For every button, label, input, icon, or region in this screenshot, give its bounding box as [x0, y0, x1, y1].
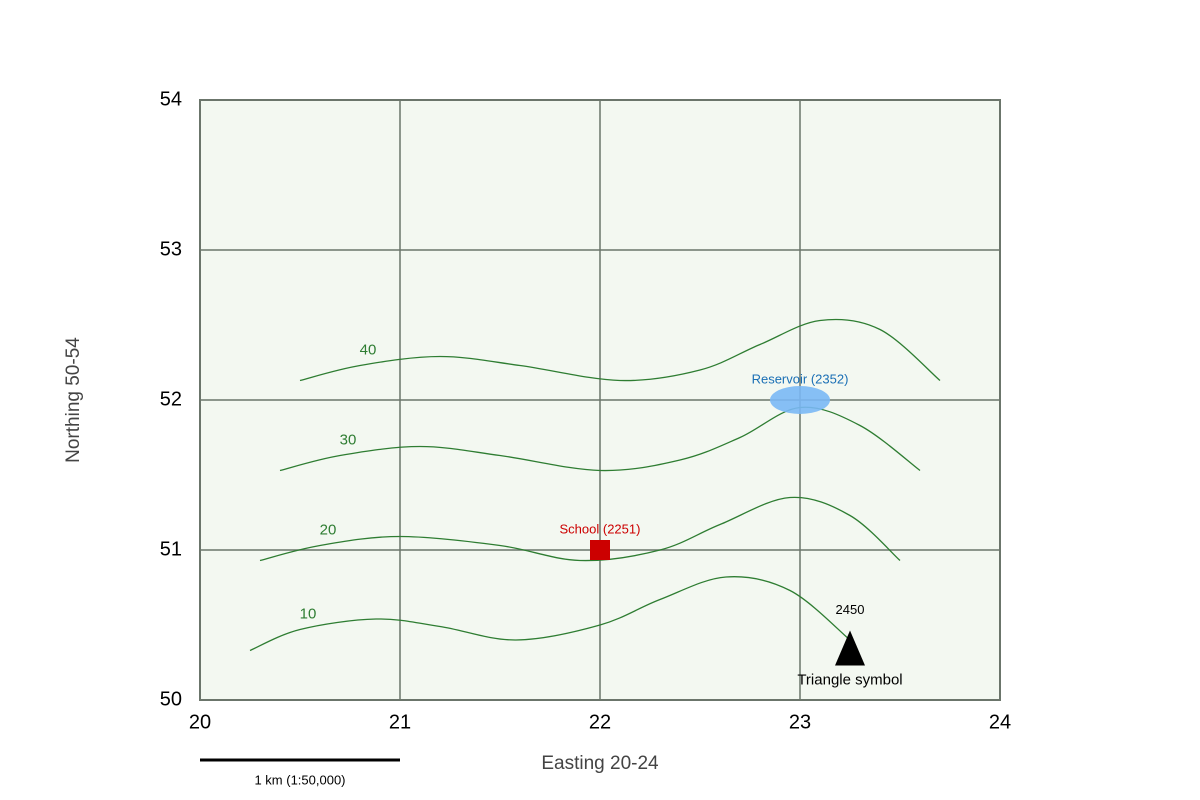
feature-label: School (2251): [560, 521, 641, 536]
map-frame: [199, 99, 1001, 701]
contour-line: [299, 318, 941, 382]
y-tick-label: 54: [160, 88, 182, 110]
y-tick-label: 53: [160, 238, 182, 260]
contour-label: 40: [360, 341, 377, 358]
feature-caption: Triangle symbol: [797, 671, 902, 688]
x-tick-label: 22: [589, 711, 611, 733]
scale-bar-label: 1 km (1:50,000): [254, 772, 345, 787]
contour-label: 30: [340, 431, 357, 448]
x-tick-label: 23: [789, 711, 811, 733]
contour-line: [259, 496, 901, 562]
feature-label: 2450: [836, 602, 865, 617]
x-tick-label: 21: [389, 711, 411, 733]
x-tick-label: 24: [989, 711, 1011, 733]
contour-label: 10: [300, 605, 317, 622]
y-axis-label: Northing 50-54: [63, 337, 84, 463]
y-tick-label: 51: [160, 538, 182, 560]
contour-label: 20: [320, 521, 337, 538]
y-tick-label: 50: [160, 688, 182, 710]
school-marker: [590, 540, 610, 560]
feature-label: Reservoir (2352): [752, 371, 849, 386]
y-tick-label: 52: [160, 388, 182, 410]
contour-line: [279, 406, 921, 472]
triangle-marker: [835, 630, 865, 666]
x-tick-label: 20: [189, 711, 211, 733]
x-axis-label: Easting 20-24: [541, 753, 659, 774]
reservoir-marker: [770, 386, 830, 414]
contour-line: [249, 576, 851, 652]
